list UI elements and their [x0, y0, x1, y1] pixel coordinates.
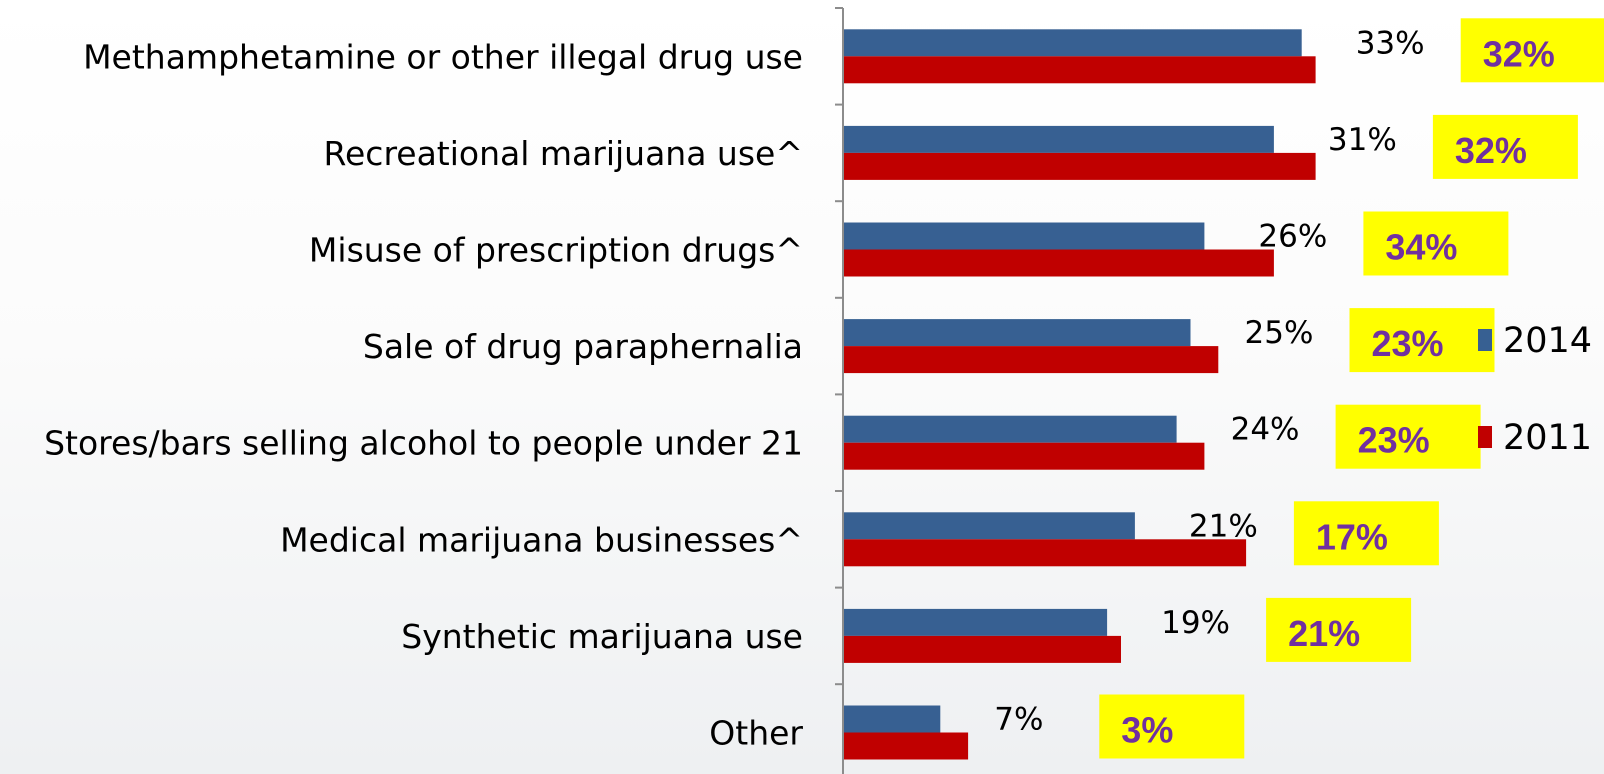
value-labels: 33% 31% 26% 25% 24% 21% 19% 7% — [994, 25, 1424, 737]
value-label-2014: 25% — [1245, 315, 1314, 351]
highlight-label-2011: 3% — [1121, 710, 1173, 751]
value-label-2014: 21% — [1189, 508, 1258, 544]
value-label-2014: 26% — [1258, 219, 1327, 255]
highlight-box-2011 — [1460, 18, 1604, 83]
highlight-label-2011: 21% — [1288, 613, 1360, 654]
bar-2014 — [843, 512, 1135, 540]
bar-2011 — [843, 635, 1121, 663]
bar-2014 — [843, 415, 1177, 443]
bar-2011 — [843, 249, 1274, 277]
highlight-box-2011 — [1293, 501, 1439, 566]
highlight-label-2011: 32% — [1455, 130, 1527, 171]
category-label-recreational-marijuana-use: Recreational marijuana use^ — [324, 134, 803, 173]
highlight-label-2011: 32% — [1483, 33, 1555, 74]
legend-label-2011: 2011 — [1503, 418, 1592, 458]
legend-swatch-2014 — [1478, 329, 1492, 351]
bar-2014 — [843, 608, 1108, 636]
highlight-box-2011 — [1335, 404, 1481, 469]
bar-2014 — [843, 705, 941, 733]
bar-2011 — [843, 539, 1247, 567]
category-label-stores-bars-selling-alcohol-to-people-under-21: Stores/bars selling alcohol to people un… — [44, 424, 803, 463]
bar-series — [843, 29, 1316, 760]
category-label-other: Other — [709, 714, 803, 753]
bar-2014 — [843, 29, 1302, 57]
bar-2011 — [843, 56, 1316, 84]
bar-2014 — [843, 222, 1205, 250]
legend: 2014 2011 — [1478, 321, 1592, 458]
highlight-label-2011: 23% — [1372, 323, 1444, 364]
bar-2014 — [843, 125, 1274, 153]
highlight-labels: 32% 32% 34% 23% 23% 17% 21% 3% — [1099, 18, 1604, 759]
highlight-box-2011 — [1432, 114, 1578, 179]
category-axis — [835, 7, 844, 774]
highlight-box-2011 — [1266, 597, 1412, 662]
bar-2011 — [843, 152, 1316, 180]
highlight-label-2011: 17% — [1316, 516, 1388, 557]
category-label-methamphetamine-or-other-illegal-drug-use: Methamphetamine or other illegal drug us… — [83, 37, 803, 76]
value-label-2014: 33% — [1356, 25, 1425, 61]
category-label-synthetic-marijuana-use: Synthetic marijuana use — [401, 617, 803, 656]
highlight-label-2011: 23% — [1358, 420, 1430, 461]
legend-label-2014: 2014 — [1503, 321, 1592, 361]
category-label-sale-of-drug-paraphernalia: Sale of drug paraphernalia — [363, 327, 803, 366]
legend-swatch-2011 — [1478, 426, 1492, 448]
value-label-2014: 7% — [994, 702, 1043, 738]
bar-2014 — [843, 319, 1191, 347]
category-label-medical-marijuana-businesses: Medical marijuana businesses^ — [280, 520, 803, 559]
highlight-box-2011 — [1349, 308, 1495, 373]
value-label-2014: 19% — [1161, 605, 1230, 641]
bar-2011 — [843, 732, 969, 760]
bar-2011 — [843, 346, 1219, 374]
value-label-2014: 31% — [1328, 122, 1397, 158]
highlight-label-2011: 34% — [1385, 227, 1457, 268]
category-axis-labels: Methamphetamine or other illegal drug us… — [44, 37, 803, 752]
value-label-2014: 24% — [1231, 412, 1300, 448]
category-label-misuse-of-prescription-drugs: Misuse of prescription drugs^ — [309, 231, 803, 270]
highlight-box-2011 — [1099, 694, 1245, 759]
bar-2011 — [843, 442, 1205, 470]
highlight-box-2011 — [1363, 211, 1509, 276]
